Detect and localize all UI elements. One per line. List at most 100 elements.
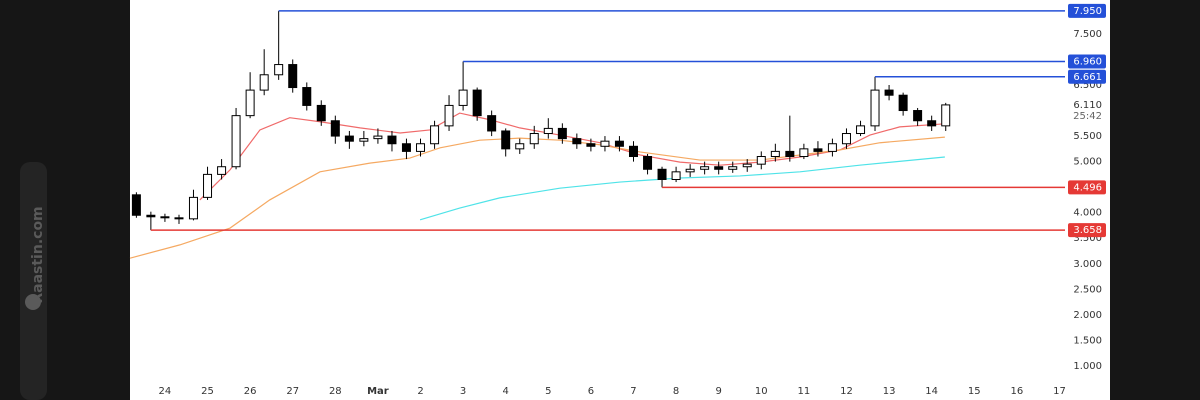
level-label: 4.496 xyxy=(1073,182,1102,193)
candle-body xyxy=(941,104,951,127)
candle-body xyxy=(288,64,298,89)
x-tick-label: 3 xyxy=(460,386,466,397)
y-tick-label: 6.500 xyxy=(1073,80,1102,91)
x-tick-label: 15 xyxy=(968,386,981,397)
level-label-box xyxy=(1068,223,1106,238)
candle-body xyxy=(628,145,638,158)
x-tick-label: 11 xyxy=(798,386,811,397)
candle-body xyxy=(600,140,610,147)
candle-body xyxy=(529,133,539,145)
level-label: 6.661 xyxy=(1073,72,1102,83)
candle-body xyxy=(742,163,752,168)
x-tick-label: 16 xyxy=(1010,386,1023,397)
y-tick-label: 4.000 xyxy=(1073,208,1102,219)
candle-body xyxy=(401,143,411,152)
x-tick-label: 6 xyxy=(588,386,594,397)
x-tick-label: Mar xyxy=(367,386,389,397)
x-tick-label: 4 xyxy=(503,386,509,397)
y-tick-label: 2.000 xyxy=(1073,310,1102,321)
y-tick-label: 2.500 xyxy=(1073,284,1102,295)
candle-body xyxy=(203,173,213,198)
level-label: 3.658 xyxy=(1073,225,1102,236)
candle-body xyxy=(756,156,766,165)
x-tick-label: 8 xyxy=(673,386,679,397)
x-tick-label: 5 xyxy=(545,386,551,397)
x-tick-label: 17 xyxy=(1053,386,1066,397)
candle-body xyxy=(274,64,284,76)
candle-body xyxy=(160,216,170,219)
y-tick-label: 3.500 xyxy=(1073,233,1102,244)
watermark: Raastin.com xyxy=(30,206,46,303)
price-label: 6.110 xyxy=(1073,100,1102,111)
candle-body xyxy=(416,143,426,152)
x-tick-label: 2 xyxy=(417,386,423,397)
candle-body xyxy=(870,89,880,127)
x-tick-label: 28 xyxy=(329,386,342,397)
candle-body xyxy=(671,171,681,180)
candle-body xyxy=(259,74,269,91)
x-tick-label: 10 xyxy=(755,386,768,397)
level-label-box xyxy=(1068,180,1106,195)
candle-body xyxy=(131,194,141,216)
candle-body xyxy=(799,148,809,158)
x-tick-label: 26 xyxy=(244,386,257,397)
candle-body xyxy=(487,115,497,132)
watermark-strip xyxy=(20,162,47,400)
candle-body xyxy=(373,135,383,140)
candle-body xyxy=(330,120,340,137)
candle-body xyxy=(217,166,227,175)
x-tick-label: 13 xyxy=(883,386,896,397)
candle-body xyxy=(430,125,440,145)
y-tick-label: 1.000 xyxy=(1073,361,1102,372)
candle-body xyxy=(898,94,908,112)
candle-body xyxy=(614,140,624,147)
candle-body xyxy=(785,150,795,158)
candle-body xyxy=(700,166,710,170)
candle-body xyxy=(302,87,312,106)
candle-body xyxy=(174,217,184,220)
candle-body xyxy=(685,168,695,173)
y-tick-label: 5.500 xyxy=(1073,131,1102,142)
y-tick-label: 5.000 xyxy=(1073,157,1102,168)
candle-body xyxy=(841,133,851,145)
candle-body xyxy=(359,138,369,142)
candle-body xyxy=(813,148,823,152)
x-tick-label: 25 xyxy=(201,386,214,397)
level-label-box xyxy=(1068,3,1106,18)
candle-body xyxy=(472,89,482,117)
candle-body xyxy=(188,196,198,220)
candle-body xyxy=(856,125,866,135)
candle-body xyxy=(643,156,653,170)
chart-background xyxy=(130,0,1110,400)
moving-average-line xyxy=(199,112,945,201)
candle-body xyxy=(245,89,255,117)
candle-body xyxy=(728,166,738,170)
x-tick-label: 12 xyxy=(840,386,853,397)
candle-body xyxy=(884,89,894,96)
candle-body xyxy=(515,143,525,150)
level-label: 6.960 xyxy=(1073,56,1102,67)
countdown-label: 25:42 xyxy=(1073,111,1102,122)
moving-average-line xyxy=(419,156,945,221)
candle-body xyxy=(913,110,923,122)
candle-body xyxy=(657,168,667,180)
candle-body xyxy=(557,127,567,140)
candle-body xyxy=(927,120,937,127)
candle-body xyxy=(444,104,454,127)
candle-body xyxy=(714,166,724,170)
level-label-box xyxy=(1068,69,1106,84)
y-tick-label: 1.500 xyxy=(1073,335,1102,346)
candle-body xyxy=(586,143,596,147)
candle-body xyxy=(146,214,156,218)
x-tick-label: 24 xyxy=(159,386,172,397)
y-tick-label: 7.500 xyxy=(1073,29,1102,40)
x-tick-label: 9 xyxy=(716,386,722,397)
candle-body xyxy=(572,138,582,145)
candle-body xyxy=(344,135,354,142)
x-tick-label: 27 xyxy=(286,386,299,397)
candle-body xyxy=(231,115,241,168)
y-tick-label: 3.000 xyxy=(1073,259,1102,270)
candle-body xyxy=(501,130,511,150)
